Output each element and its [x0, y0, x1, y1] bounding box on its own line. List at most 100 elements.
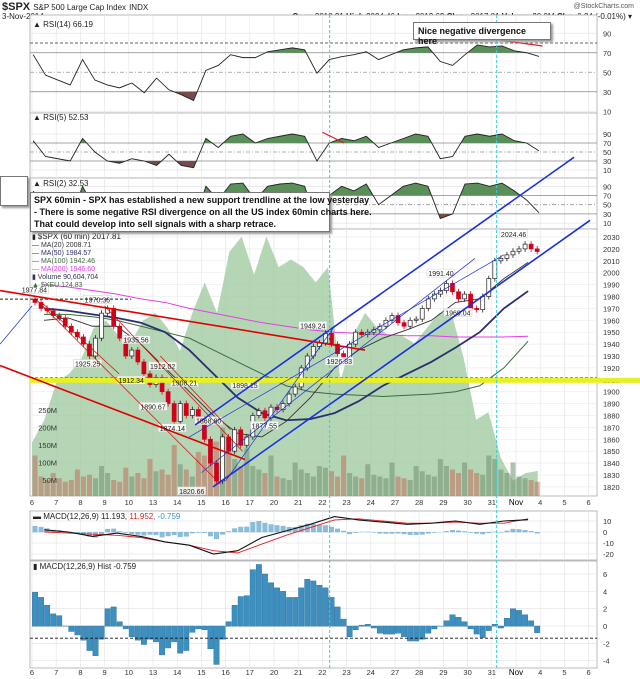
hist-bar: [74, 625, 81, 636]
ma100-line: [44, 313, 529, 397]
hist-bar: [316, 585, 323, 627]
macd-hist-bar: [328, 526, 334, 533]
volume-bar: [32, 455, 38, 496]
price-tick-label: 1890: [603, 400, 620, 409]
price-label-box: [148, 361, 177, 371]
price-label-box: [499, 229, 528, 239]
hist-bar: [401, 625, 408, 637]
volume-bar: [486, 455, 492, 496]
hist-bar: [352, 625, 359, 630]
red-trendline: [36, 299, 222, 485]
candle-body: [129, 349, 135, 357]
x-tick-label: Nov: [509, 498, 523, 507]
candle-body: [498, 258, 504, 262]
macd-hist-legend-text: , -0.759: [153, 512, 181, 521]
macd-hist-bar: [449, 529, 455, 533]
ma50-line: [44, 290, 529, 422]
macd-hist-bar: [238, 526, 244, 533]
price-label: 1912.02: [150, 364, 175, 371]
macd-hist-bar: [383, 532, 389, 534]
rsi14-tick-label: 50: [603, 68, 611, 77]
hist-bar: [195, 625, 202, 630]
hist-bar: [225, 621, 232, 627]
price-label: 1908.21: [172, 381, 197, 388]
macd-hist-bar: [504, 530, 510, 533]
price-label: 1868.80: [196, 419, 221, 426]
price-label: 1969.04: [445, 310, 470, 317]
macd-hist-bar: [256, 521, 262, 533]
x-tick-label-bottom: 30: [463, 668, 471, 677]
volume-bar: [316, 466, 322, 496]
candle-body: [510, 250, 516, 256]
volume-bar: [353, 476, 359, 496]
x-tick-label-bottom: 31: [488, 668, 496, 677]
xeu-legend: ▲ $XEU 124.83: [32, 282, 83, 289]
candle-body: [462, 293, 467, 300]
hist-bar: [497, 625, 504, 629]
price-tick-label: 1860: [603, 435, 620, 444]
macd-hist-bar: [322, 525, 328, 533]
rsi14-legend: ▲ RSI(14) 66.19: [33, 20, 93, 29]
rsi5-tick-label: 70: [603, 139, 611, 148]
price-label: 1935.56: [123, 338, 148, 345]
price-tick-label: 1970: [603, 304, 620, 313]
macd-hist-bar: [407, 532, 413, 535]
volume-tick-label: 250M: [38, 406, 57, 415]
price-label-box: [298, 321, 327, 330]
price-tick-label: 1840: [603, 459, 620, 468]
macd-hist-bar: [226, 531, 232, 533]
hist-bar: [431, 625, 438, 630]
hist-bar: [510, 608, 516, 627]
candle-body: [407, 319, 413, 327]
x-tick-label-bottom: 10: [125, 668, 133, 677]
candle-body: [486, 278, 492, 297]
volume-bar: [534, 481, 540, 496]
hist-bar: [134, 625, 141, 641]
hist-bar: [159, 625, 166, 656]
ma100-legend-text: MA(100) 1942.46: [40, 258, 96, 265]
volume-bar: [371, 474, 377, 496]
price-label: 1898.15: [232, 383, 257, 390]
volume-bar: [335, 476, 341, 496]
x-tick-label-bottom: 28: [415, 668, 423, 677]
volume-bar: [117, 481, 123, 496]
candle-body: [413, 318, 419, 321]
rsi5-line: [32, 133, 540, 169]
macd-hist-bar: [510, 528, 516, 533]
macd-hist-bar: [443, 531, 449, 533]
macd-hist-bar: [274, 525, 280, 533]
price-label: 1912.34: [119, 378, 144, 385]
ma200-legend-text: MA(200) 1946.60: [40, 266, 96, 273]
candle-body: [214, 462, 219, 482]
hist-bar: [449, 614, 456, 627]
candle-body: [220, 436, 225, 482]
macd-hist-bar: [486, 532, 492, 534]
price-label: 1877.55: [252, 423, 277, 430]
hist-bar: [479, 625, 486, 638]
price-label-box: [325, 356, 354, 366]
macd-hist-bar: [268, 524, 274, 533]
hist-bar: [207, 625, 214, 650]
x-tick-label: 28: [415, 498, 423, 507]
price-tick-label: 2010: [603, 257, 620, 266]
hist-tick-label: 6: [603, 570, 607, 579]
volume-bar: [298, 469, 304, 496]
chg-dropdown-icon[interactable]: ▾: [627, 12, 632, 21]
ma20-legend-text: MA(20) 2008.71: [40, 242, 92, 249]
x-tick-label-bottom: 16: [221, 668, 229, 677]
macd-hist-bar: [280, 525, 286, 533]
hist-bar: [237, 596, 244, 627]
hist-bar: [177, 625, 184, 654]
volume-bar: [44, 480, 50, 496]
brand-link[interactable]: @StockCharts.com: [573, 3, 634, 10]
price-tick-label: 1900: [603, 388, 620, 397]
macd-hist-bar: [135, 532, 141, 535]
x-tick-label: 29: [439, 498, 447, 507]
exchange: INDX: [129, 3, 149, 12]
volume-bar: [510, 462, 516, 496]
hist-bar: [274, 587, 280, 627]
volume-bar: [201, 455, 207, 496]
macd-hist-bar: [32, 525, 38, 533]
ma50-legend-text: MA(50) 1984.57: [40, 250, 92, 257]
candle-body: [280, 403, 286, 410]
